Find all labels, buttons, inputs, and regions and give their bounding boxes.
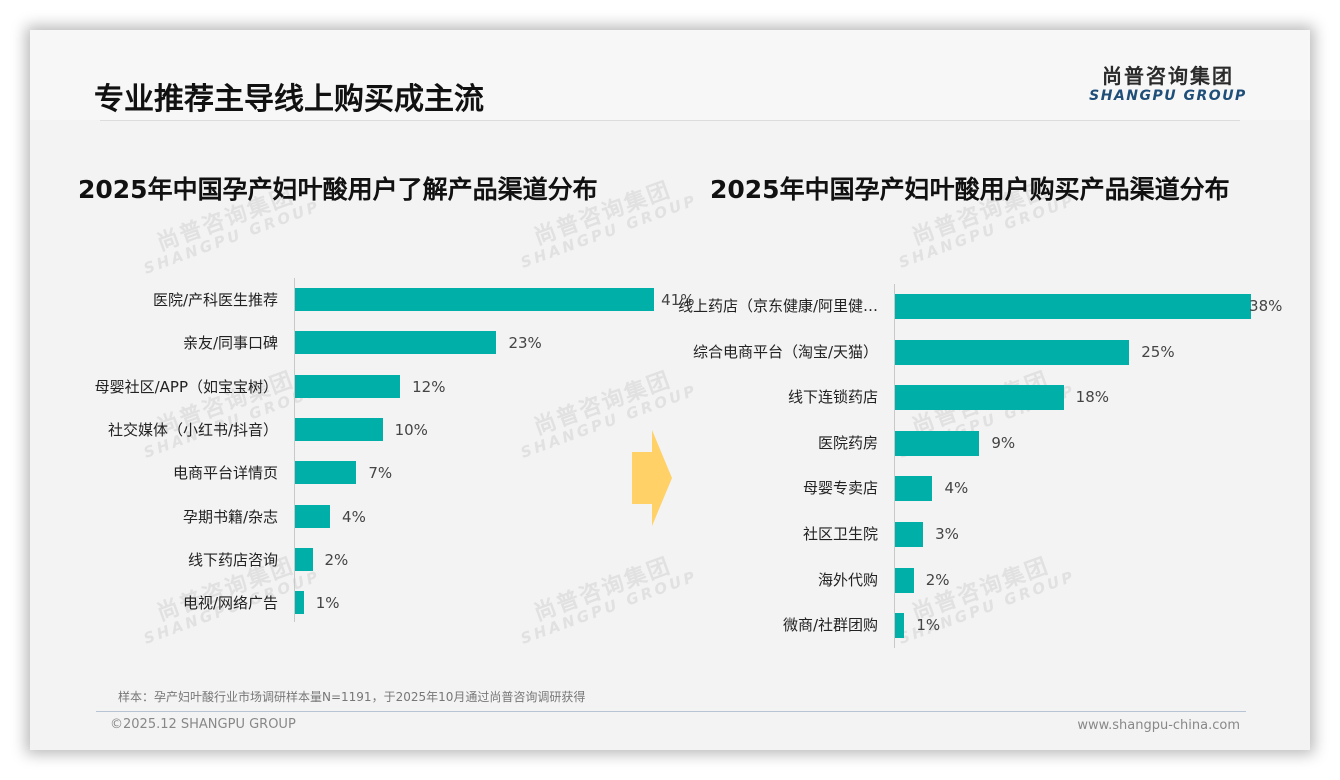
bar-row: 母婴社区/APP（如宝宝树） 12% [30,374,1310,399]
category-label: 线上药店（京东健康/阿里健… [677,297,878,315]
value-label: 41% [661,291,695,309]
bar [295,417,383,441]
bar-row: 综合电商平台（淘宝/天猫） 25% [30,339,1310,365]
value-label: 12% [412,377,446,396]
bar-row: 微商/社群团购 1% [30,613,1310,639]
bar-row: 线上药店（京东健康/阿里健… 38% [30,294,1310,319]
bar [295,547,313,571]
bar [295,504,331,528]
bar [295,591,304,615]
bar [895,385,1064,411]
title-divider [100,120,1240,121]
source-note: 样本：孕产妇叶酸行业市场调研样本量N=1191，于2025年10月通过尚普咨询调… [118,690,586,704]
bar [295,331,497,355]
website-link[interactable]: www.shangpu-china.com [1077,718,1240,733]
category-label: 母婴专卖店 [802,479,878,498]
value-label: 2% [324,550,349,569]
category-label: 综合电商平台（淘宝/天猫） [692,342,878,361]
value-label: 38% [1249,297,1283,315]
bar [895,522,924,547]
bar-row: 海外代购 2% [30,567,1310,593]
bar-row: 孕期书籍/杂志 4% [30,504,1310,529]
value-label: 23% [508,334,542,353]
slide: 尚普咨询集团 SHANGPU GROUP 尚普咨询集团 SHANGPU GROUP … [30,30,1310,750]
value-label: 9% [991,433,1016,452]
bar-row: 社区卫生院 3% [30,522,1310,547]
bar-row: 医院药房 9% [30,430,1310,456]
bar [295,374,401,398]
value-label: 2% [925,570,950,589]
category-label: 医院药房 [817,433,878,452]
y-axis-line [294,278,295,622]
bar [895,430,980,456]
bar-row: 母婴专卖店 4% [30,476,1310,502]
chart-title-purchase: 2025年中国孕产妇叶酸用户购买产品渠道分布 [710,175,1230,204]
category-label: 电视/网络广告 [182,594,278,613]
bar [895,339,1130,365]
category-label: 微商/社群团购 [782,616,878,635]
header-band [30,30,1310,120]
value-label: 18% [1075,388,1109,407]
category-label: 线下连锁药店 [787,388,878,407]
page-title: 专业推荐主导线上购买成主流 [94,82,484,117]
logo-cn-text: 尚普咨询集团 [1102,64,1234,88]
footer-divider [96,711,1246,712]
bar-row: 社交媒体（小红书/抖音） 10% [30,417,1310,442]
bar-row: 线下连锁药店 18% [30,385,1310,411]
arrow-right-icon [632,430,672,526]
bar [895,613,905,639]
value-label: 1% [315,594,340,613]
bar-row: 线下药店咨询 2% [30,547,1310,572]
chart-title-awareness: 2025年中国孕产妇叶酸用户了解产品渠道分布 [78,175,598,204]
bar [895,476,933,502]
bar-row: 电视/网络广告 1% [30,591,1310,615]
category-label: 海外代购 [817,570,878,589]
logo-en-text: SHANGPU GROUP [1089,88,1247,104]
bar [295,288,655,311]
value-label: 10% [394,420,428,439]
copyright-text: ©2025.12 SHANGPU GROUP [110,717,296,732]
category-label: 社区卫生院 [802,525,878,543]
bar-row: 电商平台详情页 7% [30,461,1310,485]
company-logo: 尚普咨询集团 SHANGPU GROUP [1088,64,1248,104]
value-label: 4% [342,507,366,526]
bar [295,461,357,485]
value-label: 7% [368,464,393,483]
bar [895,294,1252,319]
bar [895,567,914,593]
bar-row: 医院/产科医生推荐 41% [30,288,1310,312]
value-label: 25% [1141,342,1175,361]
y-axis-line [894,284,895,648]
value-label: 1% [916,616,941,635]
bar-row: 亲友/同事口碑 23% [30,331,1310,355]
value-label: 4% [944,479,969,498]
value-label: 3% [935,525,959,543]
